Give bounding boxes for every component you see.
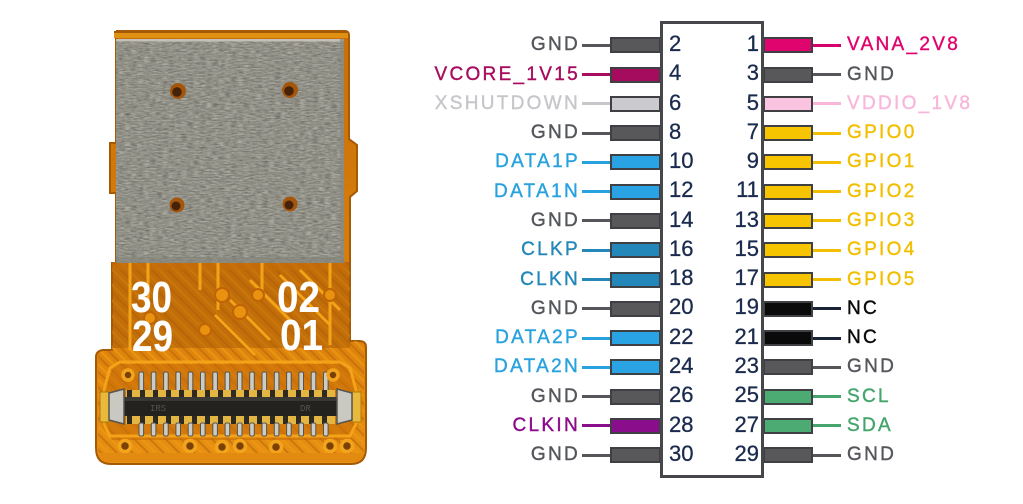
- svg-text:DR: DR: [300, 404, 311, 414]
- svg-text:IRS: IRS: [150, 404, 166, 414]
- svg-text:30: 30: [131, 272, 172, 322]
- svg-text:29: 29: [132, 311, 173, 361]
- svg-text:02: 02: [277, 272, 320, 322]
- svg-text:01: 01: [280, 310, 323, 360]
